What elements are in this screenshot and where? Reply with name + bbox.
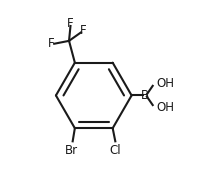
Text: F: F <box>80 24 87 37</box>
Text: OH: OH <box>156 101 174 114</box>
Text: Cl: Cl <box>110 144 121 157</box>
Text: F: F <box>48 37 55 50</box>
Text: OH: OH <box>156 77 174 90</box>
Text: Br: Br <box>65 144 78 157</box>
Text: F: F <box>67 17 74 30</box>
Text: B: B <box>141 89 149 102</box>
